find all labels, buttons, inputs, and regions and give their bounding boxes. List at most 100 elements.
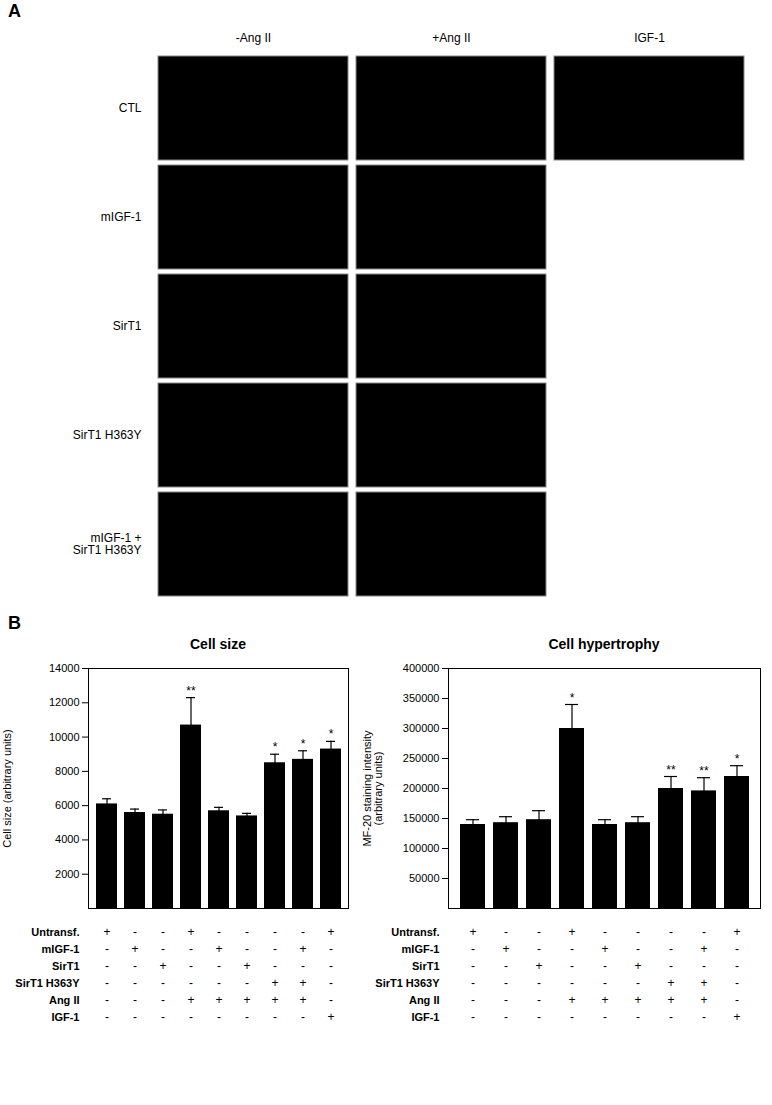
- svg-text:+: +: [700, 993, 707, 1007]
- svg-text:-: -: [702, 959, 706, 973]
- svg-text:-: -: [669, 959, 673, 973]
- svg-text:250000: 250000: [403, 752, 440, 764]
- svg-text:-: -: [537, 925, 541, 939]
- svg-text:-: -: [105, 959, 109, 973]
- svg-text:-: -: [537, 976, 541, 990]
- svg-text:-: -: [245, 925, 249, 939]
- svg-text:CTL: CTL: [119, 101, 142, 115]
- svg-text:+: +: [243, 993, 250, 1007]
- svg-text:SirT1: SirT1: [412, 960, 440, 972]
- svg-text:+: +: [159, 959, 166, 973]
- svg-text:-: -: [273, 1010, 277, 1024]
- svg-text:mIGF-1: mIGF-1: [101, 210, 142, 224]
- svg-text:-: -: [669, 1010, 673, 1024]
- svg-text:-: -: [161, 942, 165, 956]
- svg-text:-: -: [133, 993, 137, 1007]
- svg-text:-: -: [537, 942, 541, 956]
- svg-text:+: +: [634, 959, 641, 973]
- svg-text:SirT1 H363Y: SirT1 H363Y: [15, 977, 80, 989]
- svg-text:SirT1: SirT1: [113, 319, 142, 333]
- svg-text:-: -: [735, 959, 739, 973]
- svg-text:100000: 100000: [403, 842, 440, 854]
- svg-text:-: -: [105, 993, 109, 1007]
- svg-text:-: -: [273, 942, 277, 956]
- svg-text:-: -: [105, 1010, 109, 1024]
- svg-text:SirT1 H363Y: SirT1 H363Y: [73, 428, 142, 442]
- svg-text:+: +: [131, 942, 138, 956]
- svg-text:+: +: [187, 993, 194, 1007]
- svg-text:*: *: [273, 740, 278, 754]
- svg-text:-: -: [189, 959, 193, 973]
- svg-text:+: +: [327, 925, 334, 939]
- svg-text:-: -: [636, 1010, 640, 1024]
- svg-text:-: -: [217, 959, 221, 973]
- svg-text:12000: 12000: [49, 696, 80, 708]
- svg-text:-: -: [301, 925, 305, 939]
- svg-text:-: -: [702, 1010, 706, 1024]
- svg-text:-: -: [217, 976, 221, 990]
- svg-text:+: +: [327, 1010, 334, 1024]
- svg-text:-: -: [217, 1010, 221, 1024]
- svg-text:-: -: [636, 942, 640, 956]
- svg-text:-: -: [603, 959, 607, 973]
- svg-text:-: -: [301, 959, 305, 973]
- svg-text:+: +: [271, 993, 278, 1007]
- svg-text:+: +: [215, 942, 222, 956]
- svg-text:+: +: [733, 925, 740, 939]
- svg-text:-: -: [105, 942, 109, 956]
- svg-text:300000: 300000: [403, 722, 440, 734]
- svg-text:+: +: [243, 959, 250, 973]
- svg-text:IGF-1: IGF-1: [51, 1011, 79, 1023]
- svg-text:350000: 350000: [403, 692, 440, 704]
- svg-text:+: +: [667, 993, 674, 1007]
- svg-text:+: +: [215, 993, 222, 1007]
- svg-text:+: +: [299, 976, 306, 990]
- svg-text:-: -: [471, 976, 475, 990]
- svg-text:-: -: [504, 1010, 508, 1024]
- svg-text:150000: 150000: [403, 812, 440, 824]
- svg-text:-: -: [570, 959, 574, 973]
- svg-text:-: -: [603, 1010, 607, 1024]
- svg-text:+: +: [601, 942, 608, 956]
- svg-text:-: -: [669, 942, 673, 956]
- svg-text:Untransf.: Untransf.: [391, 926, 439, 938]
- svg-text:-: -: [329, 976, 333, 990]
- svg-text:+: +: [634, 993, 641, 1007]
- svg-text:8000: 8000: [55, 765, 79, 777]
- svg-text:-: -: [133, 1010, 137, 1024]
- svg-text:-: -: [636, 976, 640, 990]
- svg-text:Untransf.: Untransf.: [31, 926, 79, 938]
- svg-text:-: -: [570, 1010, 574, 1024]
- svg-text:-: -: [161, 976, 165, 990]
- svg-text:-: -: [273, 959, 277, 973]
- svg-text:-: -: [735, 993, 739, 1007]
- svg-text:+: +: [601, 993, 608, 1007]
- svg-text:mIGF-1: mIGF-1: [42, 943, 80, 955]
- svg-text:-: -: [702, 925, 706, 939]
- svg-text:+: +: [469, 925, 476, 939]
- svg-text:IGF-1: IGF-1: [411, 1011, 439, 1023]
- svg-text:400000: 400000: [403, 662, 440, 674]
- svg-text:-: -: [504, 925, 508, 939]
- svg-text:-: -: [504, 976, 508, 990]
- svg-text:Ang II: Ang II: [49, 994, 80, 1006]
- svg-text:-: -: [504, 959, 508, 973]
- svg-text:+Ang II: +Ang II: [432, 31, 470, 45]
- svg-text:-: -: [301, 1010, 305, 1024]
- svg-text:-: -: [537, 993, 541, 1007]
- svg-text:-: -: [329, 993, 333, 1007]
- svg-text:-: -: [603, 925, 607, 939]
- svg-text:**: **: [186, 684, 196, 698]
- svg-text:+: +: [187, 925, 194, 939]
- svg-text:-: -: [245, 1010, 249, 1024]
- svg-text:6000: 6000: [55, 799, 79, 811]
- svg-text:IGF-1: IGF-1: [634, 31, 665, 45]
- svg-text:-: -: [735, 976, 739, 990]
- svg-text:-: -: [189, 1010, 193, 1024]
- svg-text:-: -: [329, 959, 333, 973]
- svg-text:-: -: [570, 942, 574, 956]
- svg-text:-: -: [133, 976, 137, 990]
- svg-text:-: -: [161, 925, 165, 939]
- svg-text:14000: 14000: [49, 662, 80, 674]
- svg-text:SirT1: SirT1: [52, 960, 80, 972]
